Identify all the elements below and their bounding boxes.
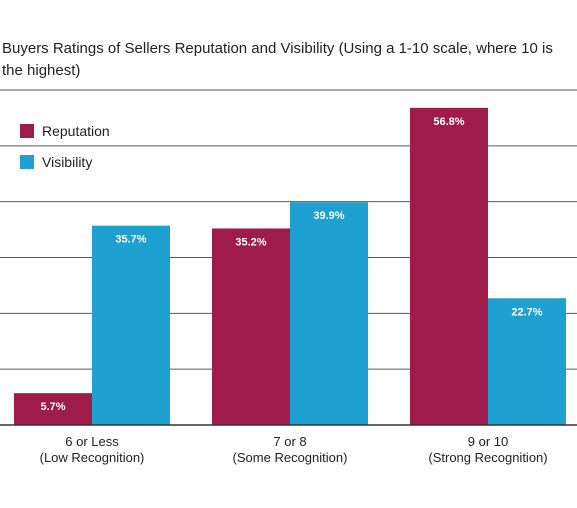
bar-value-label: 35.7% — [115, 234, 146, 246]
category-label: (Some Recognition) — [233, 450, 348, 465]
chart-title: Buyers Ratings of Sellers Reputation and… — [2, 40, 553, 79]
bar-value-labels: 5.7% 35.2% 56.8% 35.7% 39.9% 22.7% — [40, 116, 542, 413]
bar-reputation — [212, 228, 290, 425]
bar-value-label: 56.8% — [433, 116, 464, 128]
bar-value-label: 22.7% — [511, 306, 542, 318]
category-label: 9 or 10 — [468, 434, 508, 449]
bar-value-label: 35.2% — [235, 236, 266, 248]
bar-visibility — [488, 298, 566, 425]
bar-visibility — [290, 202, 368, 425]
legend-swatch-reputation — [20, 124, 34, 138]
legend: Reputation Visibility — [20, 123, 110, 170]
bar-value-label: 5.7% — [40, 401, 65, 413]
category-label: 7 or 8 — [273, 434, 306, 449]
category-label: (Strong Recognition) — [428, 450, 547, 465]
bar-reputation — [14, 393, 92, 425]
category-label: 6 or Less — [65, 434, 119, 449]
bars — [14, 107, 566, 425]
bar-visibility — [92, 225, 170, 425]
legend-swatch-visibility — [20, 155, 34, 169]
legend-label: Reputation — [42, 123, 110, 139]
category-labels: 6 or Less(Low Recognition) 7 or 8(Some Re… — [40, 434, 548, 465]
bar-reputation — [410, 107, 488, 425]
legend-label: Visibility — [42, 154, 92, 170]
category-label: (Low Recognition) — [40, 450, 145, 465]
bar-value-label: 39.9% — [313, 210, 344, 222]
